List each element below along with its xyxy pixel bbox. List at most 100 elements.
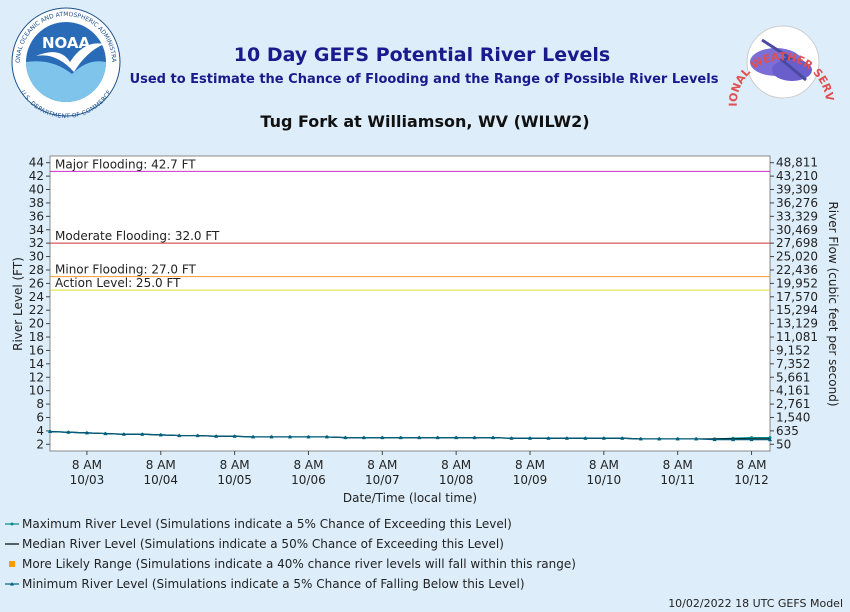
x-tick-label-line: 8 AM bbox=[72, 458, 102, 472]
y2-tick-label: 9,152 bbox=[776, 343, 810, 357]
y2-tick-label: 50 bbox=[776, 437, 791, 451]
y-tick-label: 20 bbox=[29, 317, 44, 331]
x-tick-label-line: 8 AM bbox=[220, 458, 250, 472]
x-tick-label: 8 AM 10/12 bbox=[734, 458, 769, 487]
min-marker bbox=[251, 434, 256, 439]
chart-subtitle: Used to Estimate the Chance of Flooding … bbox=[130, 72, 719, 87]
min-marker bbox=[435, 435, 440, 440]
y-tick-label: 26 bbox=[29, 276, 44, 290]
legend-marker bbox=[10, 522, 14, 526]
x-tick-label: 8 AM 10/05 bbox=[217, 458, 252, 487]
y-tick-label: 14 bbox=[29, 357, 44, 371]
x-tick-label: 8 AM 10/09 bbox=[513, 458, 548, 487]
min-marker bbox=[528, 436, 532, 440]
y-tick-label: 4 bbox=[36, 424, 44, 438]
y2-tick-label: 19,952 bbox=[776, 276, 818, 290]
min-marker bbox=[398, 435, 403, 440]
x-tick-label: 8 AM 10/10 bbox=[587, 458, 622, 487]
y2-tick-label: 7,352 bbox=[776, 357, 810, 371]
y-tick-label: 16 bbox=[29, 343, 44, 357]
x-tick-label: 8 AM 10/08 bbox=[439, 458, 474, 487]
y2-tick-label: 39,309 bbox=[776, 183, 818, 197]
x-tick-label-line: 8 AM bbox=[367, 458, 397, 472]
y-tick-label: 18 bbox=[29, 330, 44, 344]
x-tick-label-line: 8 AM bbox=[737, 458, 767, 472]
min-marker bbox=[66, 430, 71, 434]
y-tick-label: 10 bbox=[29, 384, 44, 398]
x-tick-label: 8 AM 10/07 bbox=[365, 458, 400, 487]
y2-tick-label: 25,020 bbox=[776, 250, 818, 264]
y2-tick-label: 17,570 bbox=[776, 290, 818, 304]
x-tick-label-line: 8 AM bbox=[663, 458, 693, 472]
legend-marker bbox=[10, 582, 14, 586]
min-marker bbox=[712, 437, 717, 442]
x-tick-label-line: 10/11 bbox=[660, 473, 695, 487]
min-marker bbox=[657, 436, 662, 441]
legend-label: More Likely Range (Simulations indicate … bbox=[22, 557, 576, 571]
y2-tick-label: 15,294 bbox=[776, 303, 818, 317]
min-marker bbox=[177, 433, 182, 438]
y-tick-label: 2 bbox=[36, 437, 44, 451]
y2-tick-label: 43,210 bbox=[776, 169, 818, 183]
x-tick-label: 8 AM 10/11 bbox=[660, 458, 695, 487]
min-marker bbox=[214, 434, 219, 438]
x-tick-label-line: 10/05 bbox=[217, 473, 252, 487]
x-tick-label: 8 AM 10/03 bbox=[70, 458, 105, 487]
min-marker bbox=[491, 435, 496, 440]
min-marker bbox=[324, 434, 329, 439]
x-tick-label-line: 10/06 bbox=[291, 473, 326, 487]
min-marker bbox=[675, 436, 680, 441]
y2-tick-label: 11,081 bbox=[776, 330, 818, 344]
threshold-label: Moderate Flooding: 32.0 FT bbox=[55, 229, 220, 243]
x-tick-label: 8 AM 10/06 bbox=[291, 458, 326, 487]
x-tick-label-line: 8 AM bbox=[293, 458, 323, 472]
min-marker bbox=[768, 437, 772, 442]
min-marker bbox=[140, 432, 145, 436]
min-marker bbox=[195, 433, 200, 438]
legend-swatch bbox=[9, 561, 15, 567]
y-tick-label: 12 bbox=[29, 370, 44, 384]
y2-tick-label: 13,129 bbox=[776, 317, 818, 331]
y2-tick-label: 48,811 bbox=[776, 156, 818, 170]
y2-tick-label: 635 bbox=[776, 424, 799, 438]
location: Tug Fork at Williamson, WV (WILW2) bbox=[260, 112, 589, 131]
y-tick-label: 34 bbox=[29, 223, 44, 237]
x-tick-label-line: 8 AM bbox=[146, 458, 176, 472]
min-marker bbox=[638, 436, 643, 441]
min-marker bbox=[454, 435, 459, 440]
x-tick-label-line: 10/08 bbox=[439, 473, 474, 487]
y2-tick-label: 2,761 bbox=[776, 397, 810, 411]
y-tick-label: 24 bbox=[29, 290, 44, 304]
y-tick-label: 32 bbox=[29, 236, 44, 250]
y2-tick-label: 5,661 bbox=[776, 370, 810, 384]
min-marker bbox=[269, 434, 274, 439]
min-marker bbox=[620, 436, 625, 440]
x-tick-label-line: 8 AM bbox=[515, 458, 545, 472]
y-tick-label: 22 bbox=[29, 303, 44, 317]
y-axis-label: River Level (FT) bbox=[11, 257, 25, 351]
min-marker bbox=[546, 436, 551, 440]
min-marker bbox=[564, 436, 569, 440]
y2-tick-label: 30,469 bbox=[776, 223, 818, 237]
min-marker bbox=[121, 432, 126, 436]
x-tick-label: 8 AM 10/04 bbox=[143, 458, 178, 487]
noaa-text: NOAA bbox=[42, 34, 91, 52]
y2-tick-label: 27,698 bbox=[776, 236, 818, 250]
min-marker bbox=[380, 435, 385, 440]
y-tick-label: 8 bbox=[36, 397, 44, 411]
y2-axis-label: River Flow (cubic feet per second) bbox=[826, 201, 840, 406]
y2-tick-label: 22,436 bbox=[776, 263, 818, 277]
y-tick-label: 38 bbox=[29, 196, 44, 210]
min-marker bbox=[48, 429, 52, 434]
x-tick-label-line: 8 AM bbox=[441, 458, 471, 472]
x-tick-label-line: 10/04 bbox=[143, 473, 178, 487]
min-marker bbox=[158, 432, 163, 437]
threshold-label: Major Flooding: 42.7 FT bbox=[55, 157, 196, 171]
min-marker bbox=[306, 434, 311, 439]
min-marker bbox=[583, 436, 588, 440]
y-tick-label: 44 bbox=[29, 156, 44, 170]
chart-title: 10 Day GEFS Potential River Levels bbox=[234, 44, 610, 66]
min-marker bbox=[417, 435, 422, 440]
threshold-label: Action Level: 25.0 FT bbox=[55, 276, 181, 290]
